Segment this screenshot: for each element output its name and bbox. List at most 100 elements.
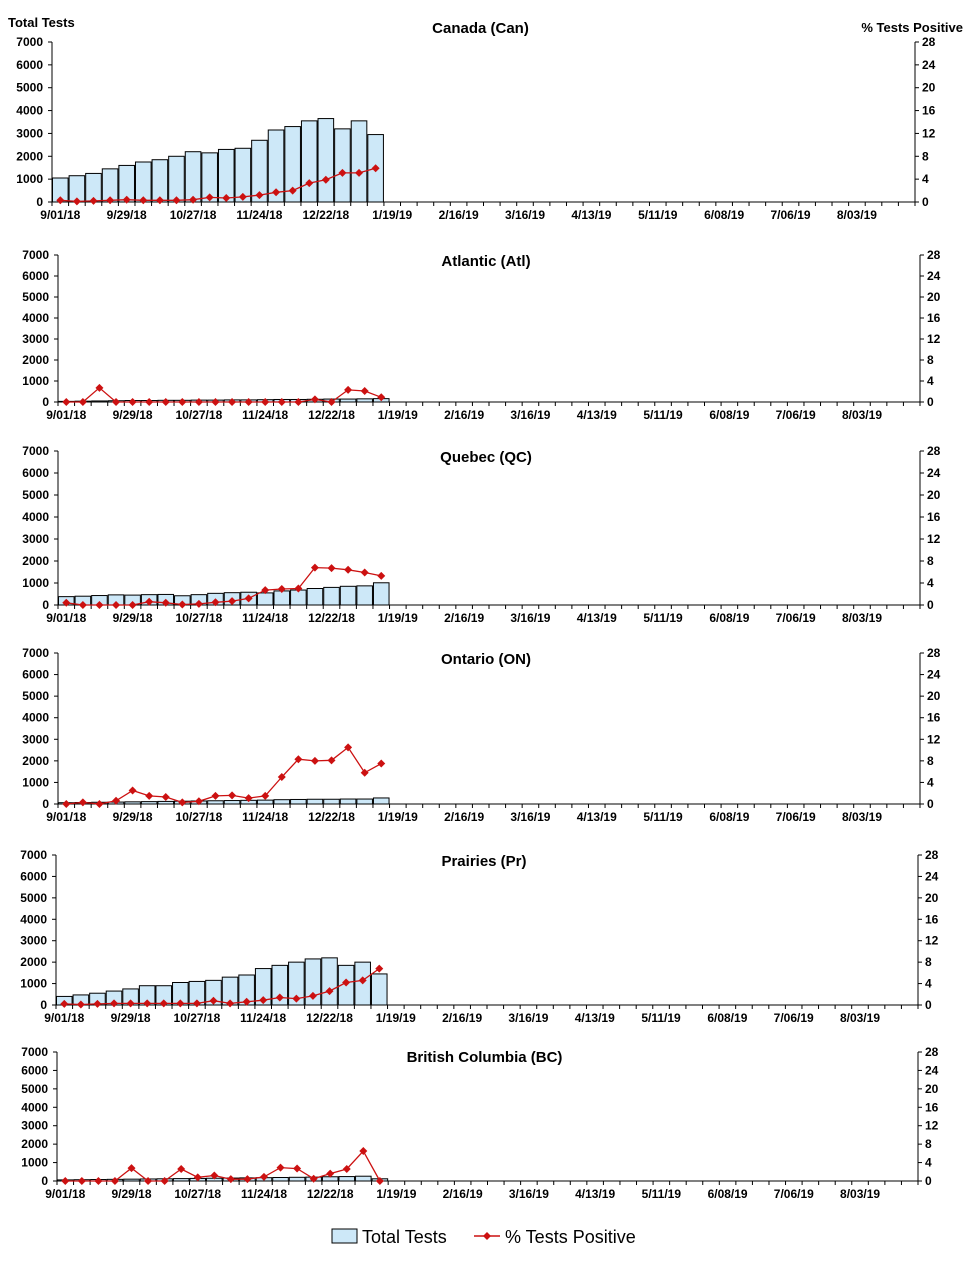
line-point <box>277 398 286 406</box>
line-point <box>95 383 104 392</box>
x-tick-label: 7/06/19 <box>776 611 816 625</box>
line-point <box>308 991 317 1000</box>
x-tick-label: 9/01/18 <box>46 810 86 824</box>
line-point <box>106 196 115 205</box>
x-tick-label: 8/03/19 <box>837 208 877 222</box>
x-tick-label: 1/19/19 <box>376 1011 416 1025</box>
y-right-tick-label: 0 <box>927 797 934 811</box>
x-tick-label: 3/16/19 <box>510 408 550 422</box>
x-tick-label: 10/27/18 <box>174 1187 221 1201</box>
y-left-tick-label: 4000 <box>22 711 49 725</box>
bar <box>172 1178 190 1182</box>
chart-title: Canada (Can) <box>432 20 529 37</box>
bar <box>356 798 373 805</box>
line-point <box>112 796 121 805</box>
line-point <box>126 999 135 1008</box>
x-tick-label: 5/11/19 <box>643 611 683 625</box>
bar <box>284 126 301 203</box>
line-point <box>344 743 353 752</box>
line-point <box>211 398 220 406</box>
line-point <box>275 993 284 1002</box>
bar <box>205 979 222 1006</box>
x-tick-label: 7/06/19 <box>774 1187 814 1201</box>
chart-title: Ontario (ON) <box>441 651 531 668</box>
line-point <box>228 597 237 606</box>
bar <box>151 159 169 203</box>
bar <box>350 120 368 203</box>
line-point <box>344 565 353 574</box>
y-left-tick-label: 2000 <box>22 353 49 367</box>
line-point <box>226 1175 235 1184</box>
y-left-tick-label: 6000 <box>22 269 49 283</box>
line-point <box>60 999 69 1008</box>
y-left-tick-label: 0 <box>36 195 43 209</box>
line-point <box>110 999 119 1008</box>
bar <box>272 1176 289 1182</box>
y-right-tick-label: 8 <box>927 353 934 367</box>
y-right-tick-label: 24 <box>927 466 941 480</box>
line-point <box>128 398 137 406</box>
x-tick-label: 11/24/18 <box>242 611 288 625</box>
x-tick-label: 3/16/19 <box>508 1011 548 1025</box>
line-point <box>375 964 384 973</box>
x-tick-label: 8/03/19 <box>842 810 882 824</box>
chart-panel: Atlantic (Atl) 0 1000 2000 3000 4000 5000 6000 7… <box>22 248 940 422</box>
x-tick-label: 4/13/19 <box>571 208 611 222</box>
y-right-tick-label: 8 <box>925 955 932 969</box>
y-left-tick-label: 0 <box>40 998 47 1012</box>
y-left-tick-label: 6000 <box>16 58 43 72</box>
bar <box>124 801 141 805</box>
line-point <box>76 1000 85 1009</box>
line-point <box>110 1177 119 1185</box>
y-left-tick-label: 1000 <box>22 576 49 590</box>
bar <box>290 798 307 805</box>
line-point <box>194 398 203 406</box>
chart-panel: Canada (Can) 0 1000 2000 3000 4000 5000 6000 700… <box>16 20 935 222</box>
y-left-tick-label: 0 <box>42 797 49 811</box>
x-tick-label: 5/11/19 <box>638 208 678 222</box>
line-point <box>122 195 131 204</box>
y-left-tick-label: 7000 <box>20 848 47 862</box>
x-tick-label: 2/16/19 <box>444 810 484 824</box>
y-left-tick-label: 2000 <box>21 1137 48 1151</box>
y-right-tick-label: 4 <box>925 1156 932 1170</box>
bar <box>267 129 285 203</box>
bar <box>254 968 272 1006</box>
y-right-tick-label: 8 <box>927 554 934 568</box>
y-left-tick-label: 4000 <box>22 510 49 524</box>
x-tick-label: 11/24/18 <box>236 208 282 222</box>
line-point <box>161 398 170 406</box>
bar <box>288 1176 306 1182</box>
x-tick-label: 2/16/19 <box>444 408 484 422</box>
y-left-tick-label: 7000 <box>21 1045 48 1059</box>
line-point <box>293 1164 302 1173</box>
line-point <box>177 1165 186 1174</box>
line-point <box>192 999 201 1008</box>
x-tick-label: 11/24/18 <box>241 1187 287 1201</box>
line-point <box>261 398 270 406</box>
line-point <box>176 999 185 1008</box>
y-left-tick-label: 6000 <box>22 466 49 480</box>
y-right-tick-label: 16 <box>925 1100 939 1114</box>
y-right-tick-label: 12 <box>925 934 939 948</box>
legend-bar-swatch <box>331 1228 358 1244</box>
y-left-tick-label: 7000 <box>16 35 43 49</box>
y-right-tick-label: 12 <box>927 732 941 746</box>
line-point <box>160 1177 169 1185</box>
x-tick-label: 11/24/18 <box>240 1011 286 1025</box>
line-point <box>89 196 98 205</box>
line-point <box>321 175 330 184</box>
bar <box>271 964 289 1006</box>
chart-panel: Quebec (QC) 0 1000 2000 3000 4000 5000 6000 7000… <box>22 444 940 625</box>
y-left-tick-label: 3000 <box>22 732 49 746</box>
x-tick-label: 10/27/18 <box>176 810 223 824</box>
chart-title: Atlantic (Atl) <box>441 253 530 270</box>
bar <box>339 798 357 805</box>
y-right-tick-label: 20 <box>922 81 936 95</box>
x-tick-label: 5/11/19 <box>643 408 683 422</box>
bar <box>321 957 338 1006</box>
line-point <box>193 1173 202 1182</box>
bar <box>223 800 241 805</box>
bar <box>201 152 218 203</box>
line-point <box>276 1163 285 1172</box>
